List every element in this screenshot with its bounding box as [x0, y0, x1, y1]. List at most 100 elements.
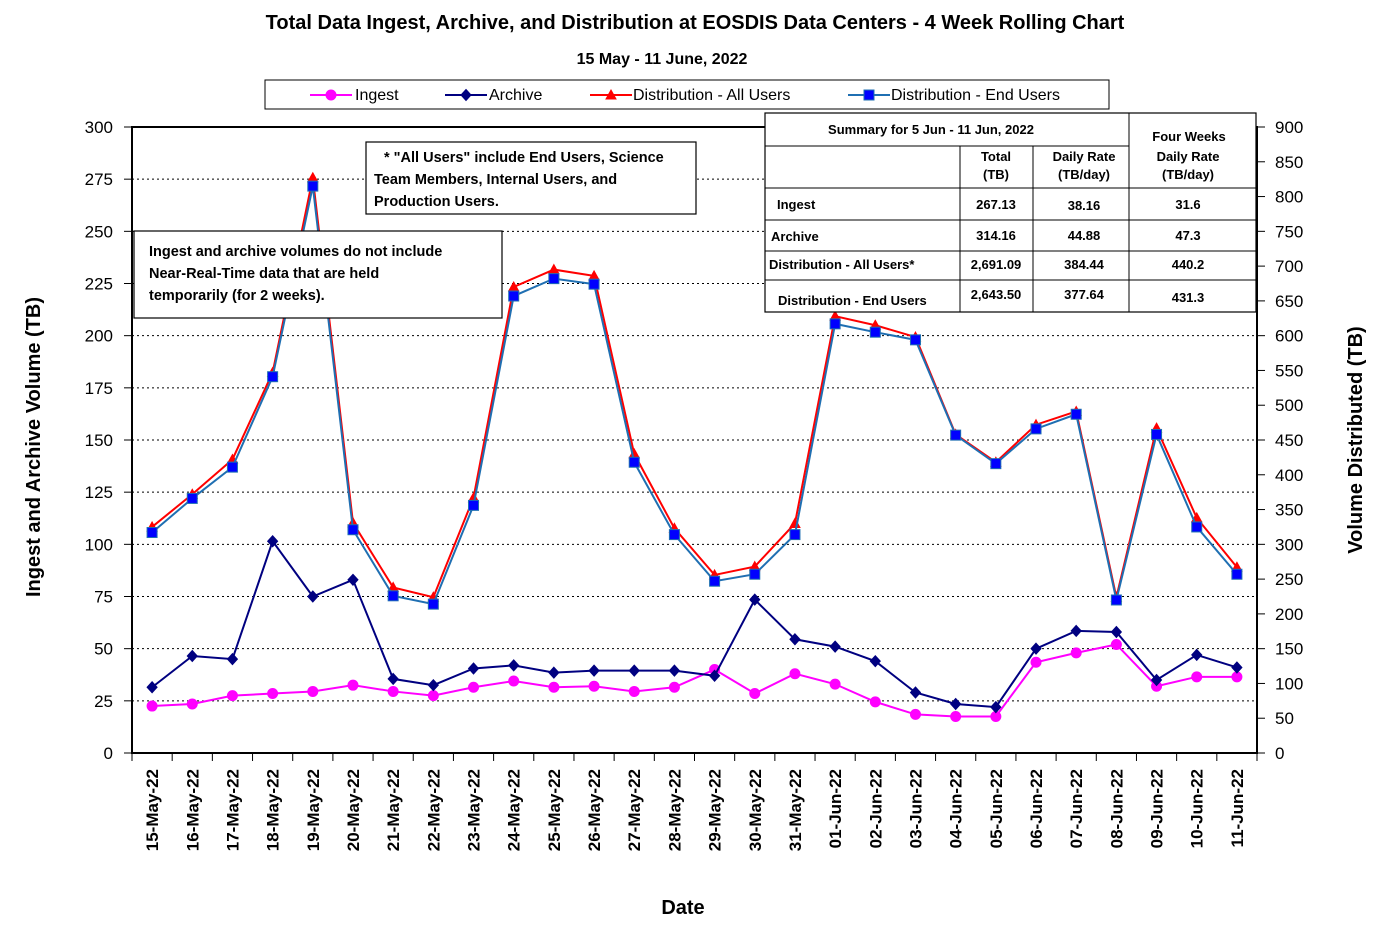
note-text-line: Team Members, Internal Users, and — [374, 172, 617, 188]
right-tick-label: 150 — [1275, 640, 1303, 659]
x-tick-label: 25-May-22 — [545, 769, 564, 851]
legend-label: Distribution - All Users — [633, 87, 790, 104]
series-archive — [146, 534, 1243, 714]
table-cell-four-weeks: 431.3 — [1172, 290, 1205, 305]
right-tick-label: 100 — [1275, 674, 1303, 693]
left-tick-label: 175 — [85, 379, 113, 398]
data-point-diamond — [789, 633, 801, 646]
data-point-square — [1070, 408, 1082, 420]
table-cell-total: 2,691.09 — [971, 257, 1022, 272]
data-point-circle — [1070, 647, 1082, 659]
data-point-square — [749, 568, 761, 580]
right-tick-label: 350 — [1275, 501, 1303, 520]
left-tick-label: 200 — [85, 327, 113, 346]
x-tick-label: 22-May-22 — [424, 769, 443, 851]
right-tick-label: 200 — [1275, 605, 1303, 624]
table-cell-four-weeks: 31.6 — [1175, 197, 1200, 212]
data-point-square — [909, 334, 921, 346]
data-point-circle — [387, 685, 399, 697]
x-tick-label: 26-May-22 — [585, 769, 604, 851]
data-point-circle — [1110, 638, 1122, 650]
data-point-square — [668, 529, 680, 541]
x-tick-label: 21-May-22 — [384, 769, 403, 851]
x-tick-label: 16-May-22 — [183, 769, 202, 851]
right-tick-label: 850 — [1275, 153, 1303, 172]
right-tick-label: 450 — [1275, 431, 1303, 450]
data-point-circle — [226, 690, 238, 702]
data-point-diamond — [347, 573, 359, 587]
left-tick-label: 100 — [85, 535, 113, 554]
x-tick-label: 28-May-22 — [665, 769, 684, 851]
legend-item-distribution-end-users: Distribution - End Users — [848, 87, 1060, 104]
note-text-line: Production Users. — [374, 194, 499, 210]
data-point-square — [347, 524, 359, 536]
table-col-header-unit: (TB) — [983, 167, 1009, 182]
data-point-square — [950, 429, 962, 441]
data-point-circle — [307, 685, 319, 697]
chart-title: Total Data Ingest, Archive, and Distribu… — [266, 12, 1125, 34]
legend-item-distribution-all-users: Distribution - All Users — [590, 87, 790, 104]
series-ingest — [146, 638, 1243, 722]
legend-item-archive: Archive — [445, 87, 542, 104]
table-four-weeks-header: Four Weeks — [1152, 129, 1225, 144]
x-tick-label: 17-May-22 — [223, 769, 242, 851]
legend-label: Ingest — [355, 87, 399, 104]
data-point-diamond — [1191, 648, 1203, 662]
data-point-square — [1030, 423, 1042, 435]
table-row-label: Ingest — [777, 197, 816, 212]
data-point-circle — [427, 690, 439, 702]
table-cell-total: 314.16 — [976, 228, 1016, 243]
left-tick-label: 25 — [94, 692, 113, 711]
right-tick-label: 700 — [1275, 257, 1303, 276]
data-point-diamond — [226, 652, 239, 666]
table-title: Summary for 5 Jun - 11 Jun, 2022 — [828, 122, 1034, 137]
table-row-label: Distribution - All Users* — [769, 257, 915, 272]
x-tick-label: 19-May-22 — [304, 769, 323, 851]
data-point-circle — [508, 675, 520, 687]
y-axis-label-left: Ingest and Archive Volume (TB) — [23, 297, 45, 597]
x-tick-label: 11-Jun-22 — [1228, 769, 1247, 847]
data-point-circle — [668, 681, 680, 693]
chart-subtitle: 15 May - 11 June, 2022 — [577, 51, 748, 68]
series-line — [152, 643, 1237, 718]
data-point-triangle — [306, 171, 319, 183]
x-tick-label: 29-May-22 — [706, 769, 725, 851]
left-tick-label: 225 — [85, 275, 113, 294]
table-col-header-unit: (TB/day) — [1058, 167, 1110, 182]
x-tick-label: 18-May-22 — [264, 769, 283, 851]
data-point-square — [1151, 428, 1163, 440]
x-axis-label: Date — [661, 897, 704, 919]
left-tick-label: 275 — [85, 170, 113, 189]
right-tick-label: 400 — [1275, 466, 1303, 485]
x-tick-label: 27-May-22 — [625, 769, 644, 851]
data-point-square — [307, 180, 319, 192]
data-point-circle — [588, 680, 600, 692]
right-tick-label: 650 — [1275, 292, 1303, 311]
data-point-triangle — [605, 88, 617, 100]
data-point-circle — [267, 688, 279, 700]
x-tick-label: 20-May-22 — [344, 769, 363, 851]
data-point-diamond — [588, 664, 600, 677]
right-tick-label: 750 — [1275, 222, 1303, 241]
data-point-diamond — [708, 669, 721, 683]
note-box-2: Ingest and archive volumes do not includ… — [133, 230, 503, 319]
table-row: Distribution - End Users 2,643.50 377.64 43… — [778, 287, 1204, 308]
data-point-diamond — [1070, 624, 1082, 638]
data-point-diamond — [508, 659, 520, 672]
right-tick-label: 500 — [1275, 396, 1303, 415]
table-cell-total: 267.13 — [976, 197, 1016, 212]
data-point-circle — [548, 681, 560, 693]
series-distribution-end-users — [146, 180, 1243, 610]
x-tick-label: 04-Jun-22 — [947, 769, 966, 848]
table-col-header-unit: (TB/day) — [1162, 167, 1214, 182]
table-cell-daily: 377.64 — [1064, 287, 1105, 302]
data-point-square — [548, 273, 560, 285]
data-point-circle — [468, 681, 480, 693]
right-tick-label: 0 — [1275, 744, 1284, 763]
right-tick-label: 800 — [1275, 188, 1303, 207]
note-text-line: Ingest and archive volumes do not includ… — [149, 244, 442, 260]
data-point-square — [789, 529, 801, 541]
left-axis-ticks: 0 25 50 75 100 125 150 175 200 225 250 275 300 — [85, 118, 132, 763]
x-tick-label: 24-May-22 — [505, 769, 524, 851]
data-point-circle — [749, 688, 761, 700]
